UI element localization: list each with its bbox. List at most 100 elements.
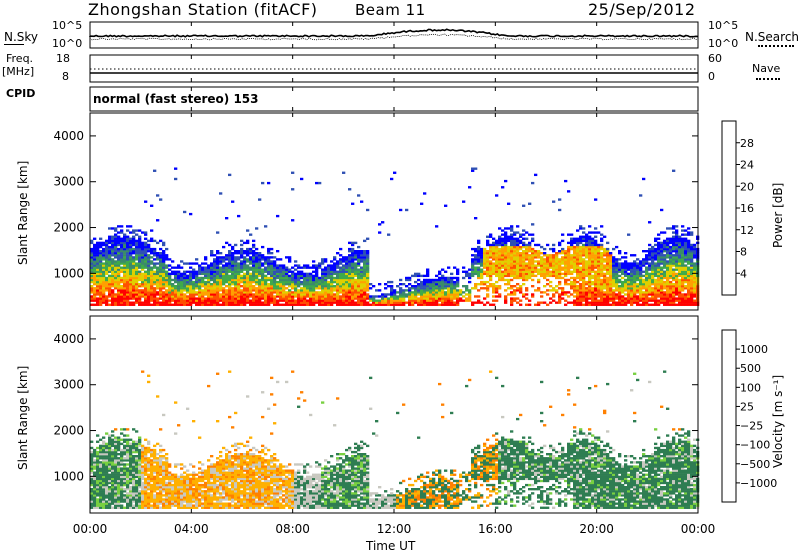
heatmap-cell: [441, 283, 445, 286]
heatmap-cell: [111, 241, 115, 245]
heatmap-cell: [687, 254, 691, 257]
heatmap-cell: [282, 268, 286, 271]
heatmap-cell: [681, 239, 685, 243]
heatmap-cell: [111, 496, 115, 499]
heatmap-cell: [270, 264, 274, 267]
heatmap-cell: [309, 266, 313, 269]
heatmap-cell: [552, 243, 556, 247]
heatmap-cell: [417, 278, 421, 282]
heatmap-cell: [573, 262, 577, 265]
heatmap-cell: [246, 268, 250, 271]
heatmap-cell: [360, 293, 364, 296]
heatmap-cell: [510, 227, 514, 230]
heatmap-cell: [123, 295, 127, 298]
heatmap-cell: [129, 280, 133, 284]
heatmap-cell: [108, 237, 112, 240]
heatmap-cell: [345, 256, 349, 259]
heatmap-cell: [471, 262, 475, 265]
heatmap-cell: [114, 241, 118, 245]
heatmap-cell: [252, 264, 256, 267]
heatmap-cell: [588, 245, 592, 249]
heatmap-cell: [543, 247, 547, 251]
heatmap-cell: [558, 268, 562, 271]
heatmap-cell: [150, 287, 154, 290]
heatmap-cell: [177, 301, 181, 304]
heatmap-cell: [675, 268, 679, 271]
heatmap-cell: [99, 457, 103, 460]
heatmap-cell: [477, 270, 481, 273]
heatmap-cell: [606, 280, 610, 284]
heatmap-cell: [417, 303, 421, 306]
heatmap-cell: [102, 291, 106, 294]
heatmap-cell: [240, 289, 244, 292]
heatmap-cell: [123, 289, 127, 292]
heatmap-cell: [630, 283, 634, 286]
heatmap-cell: [516, 241, 520, 245]
heatmap-cell: [345, 301, 349, 304]
heatmap-cell: [489, 283, 493, 286]
heatmap-cell: [333, 299, 337, 302]
heatmap-cell: [648, 285, 652, 288]
heatmap-cell: [300, 280, 304, 284]
heatmap-cell: [327, 270, 331, 273]
heatmap-cell: [120, 500, 124, 503]
heatmap-cell: [150, 299, 154, 302]
heatmap-cell: [246, 229, 250, 232]
heatmap-cell: [126, 479, 130, 483]
heatmap-cell: [204, 270, 208, 273]
heatmap-cell: [492, 250, 496, 253]
heatmap-cell: [114, 299, 118, 302]
heatmap-cell: [606, 291, 610, 294]
heatmap-cell: [108, 473, 112, 476]
heatmap-cell: [510, 301, 514, 304]
heatmap-cell: [522, 204, 526, 207]
heatmap-cell: [345, 280, 349, 284]
heatmap-cell: [108, 448, 112, 452]
heatmap-cell: [117, 235, 121, 238]
heatmap-cell: [156, 270, 160, 273]
heatmap-cell: [123, 291, 127, 294]
heatmap-cell: [150, 274, 154, 278]
heatmap-cell: [528, 258, 532, 261]
heatmap-cell: [633, 283, 637, 286]
heatmap-cell: [243, 289, 247, 292]
heatmap-cell: [99, 469, 103, 472]
heatmap-cell: [498, 274, 502, 278]
heatmap-cell: [153, 270, 157, 273]
heatmap-cell: [486, 274, 490, 278]
heatmap-cell: [459, 289, 463, 292]
heatmap-cell: [519, 247, 523, 251]
heatmap-cell: [159, 256, 163, 259]
heatmap-cell: [534, 243, 538, 247]
heatmap-cell: [177, 295, 181, 298]
heatmap-cell: [678, 272, 682, 276]
heatmap-cell: [243, 260, 247, 263]
heatmap-cell: [297, 272, 301, 276]
heatmap-cell: [690, 285, 694, 288]
heatmap-cell: [528, 262, 532, 265]
heatmap-cell: [102, 293, 106, 296]
heatmap-cell: [384, 297, 388, 300]
heatmap-cell: [324, 303, 328, 306]
heatmap-cell: [489, 250, 493, 253]
heatmap-cell: [579, 247, 583, 251]
heatmap-cell: [255, 283, 259, 286]
heatmap-cell: [456, 285, 460, 288]
heatmap-cell: [396, 297, 400, 300]
heatmap-cell: [648, 283, 652, 286]
heatmap-cell: [528, 270, 532, 273]
heatmap-cell: [417, 297, 421, 300]
heatmap-cell: [537, 260, 541, 263]
heatmap-cell: [264, 295, 268, 298]
heatmap-cell: [120, 276, 124, 280]
heatmap-cell: [168, 268, 172, 271]
heatmap-cell: [324, 287, 328, 290]
heatmap-cell: [153, 299, 157, 302]
heatmap-cell: [297, 289, 301, 292]
heatmap-cell: [108, 287, 112, 290]
heatmap-cell: [555, 272, 559, 276]
heatmap-cell: [570, 258, 574, 261]
heatmap-cell: [603, 254, 607, 257]
heatmap-cell: [630, 268, 634, 271]
heatmap-cell: [258, 262, 262, 265]
